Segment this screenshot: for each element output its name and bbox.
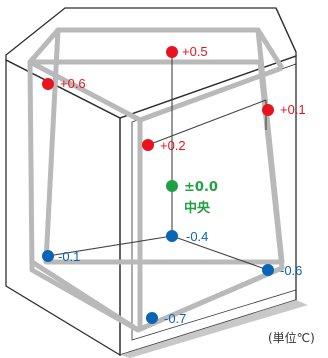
point-top-front-dot <box>142 139 154 151</box>
point-bottom-right: -0.6 <box>262 263 302 278</box>
point-top-back-dot <box>166 46 178 58</box>
point-bottom-front: -0.7 <box>146 311 186 326</box>
point-top-front: +0.2 <box>142 138 186 153</box>
cabinet-base-shade <box>120 300 308 358</box>
point-center: ±0.0 中央 <box>166 180 218 216</box>
point-bottom-back: -0.4 <box>166 229 208 244</box>
point-bottom-right-value: -0.6 <box>280 263 302 278</box>
leader-top-right <box>147 99 267 146</box>
frame-top-right-edge <box>139 65 283 123</box>
point-center-sublabel: 中央 <box>184 200 211 216</box>
point-bottom-left: -0.1 <box>42 249 80 264</box>
frame-front-face <box>27 59 285 333</box>
frame-back-top-edge <box>28 28 60 64</box>
point-bottom-left-dot <box>42 250 54 262</box>
leader-bottom-right <box>171 235 269 271</box>
point-bottom-left-value: -0.1 <box>58 249 80 264</box>
point-bottom-back-value: -0.4 <box>186 229 208 244</box>
frame-back-right-edge <box>255 28 285 70</box>
point-center-value: ±0.0 <box>184 180 218 195</box>
point-bottom-back-dot <box>166 230 178 242</box>
frame-bottom-left-edge <box>30 259 140 333</box>
point-bottom-right-dot <box>262 264 274 276</box>
measurement-points: +0.5 +0.6 +0.1 +0.2 ±0.0 中央 <box>42 44 306 326</box>
point-top-right-value: +0.1 <box>280 102 306 117</box>
point-top-back: +0.5 <box>166 44 208 59</box>
point-top-back-value: +0.5 <box>182 44 208 59</box>
point-bottom-front-value: -0.7 <box>164 311 186 326</box>
frame-bottom-right-edge <box>137 265 283 333</box>
point-top-left-value: +0.6 <box>60 76 86 91</box>
point-top-front-value: +0.2 <box>160 138 186 153</box>
unit-label: (単位℃) <box>268 330 315 345</box>
frame-top-front-edge <box>28 59 142 123</box>
point-top-right: +0.1 <box>262 102 306 117</box>
point-center-dot <box>166 180 178 192</box>
point-top-right-dot <box>262 104 274 116</box>
point-top-left: +0.6 <box>42 76 86 91</box>
point-top-left-dot <box>42 78 54 90</box>
leader-bottom-back <box>47 235 173 257</box>
measurement-frame <box>27 27 285 333</box>
point-bottom-front-dot <box>146 312 158 324</box>
cabinet-right-edge <box>275 7 297 53</box>
